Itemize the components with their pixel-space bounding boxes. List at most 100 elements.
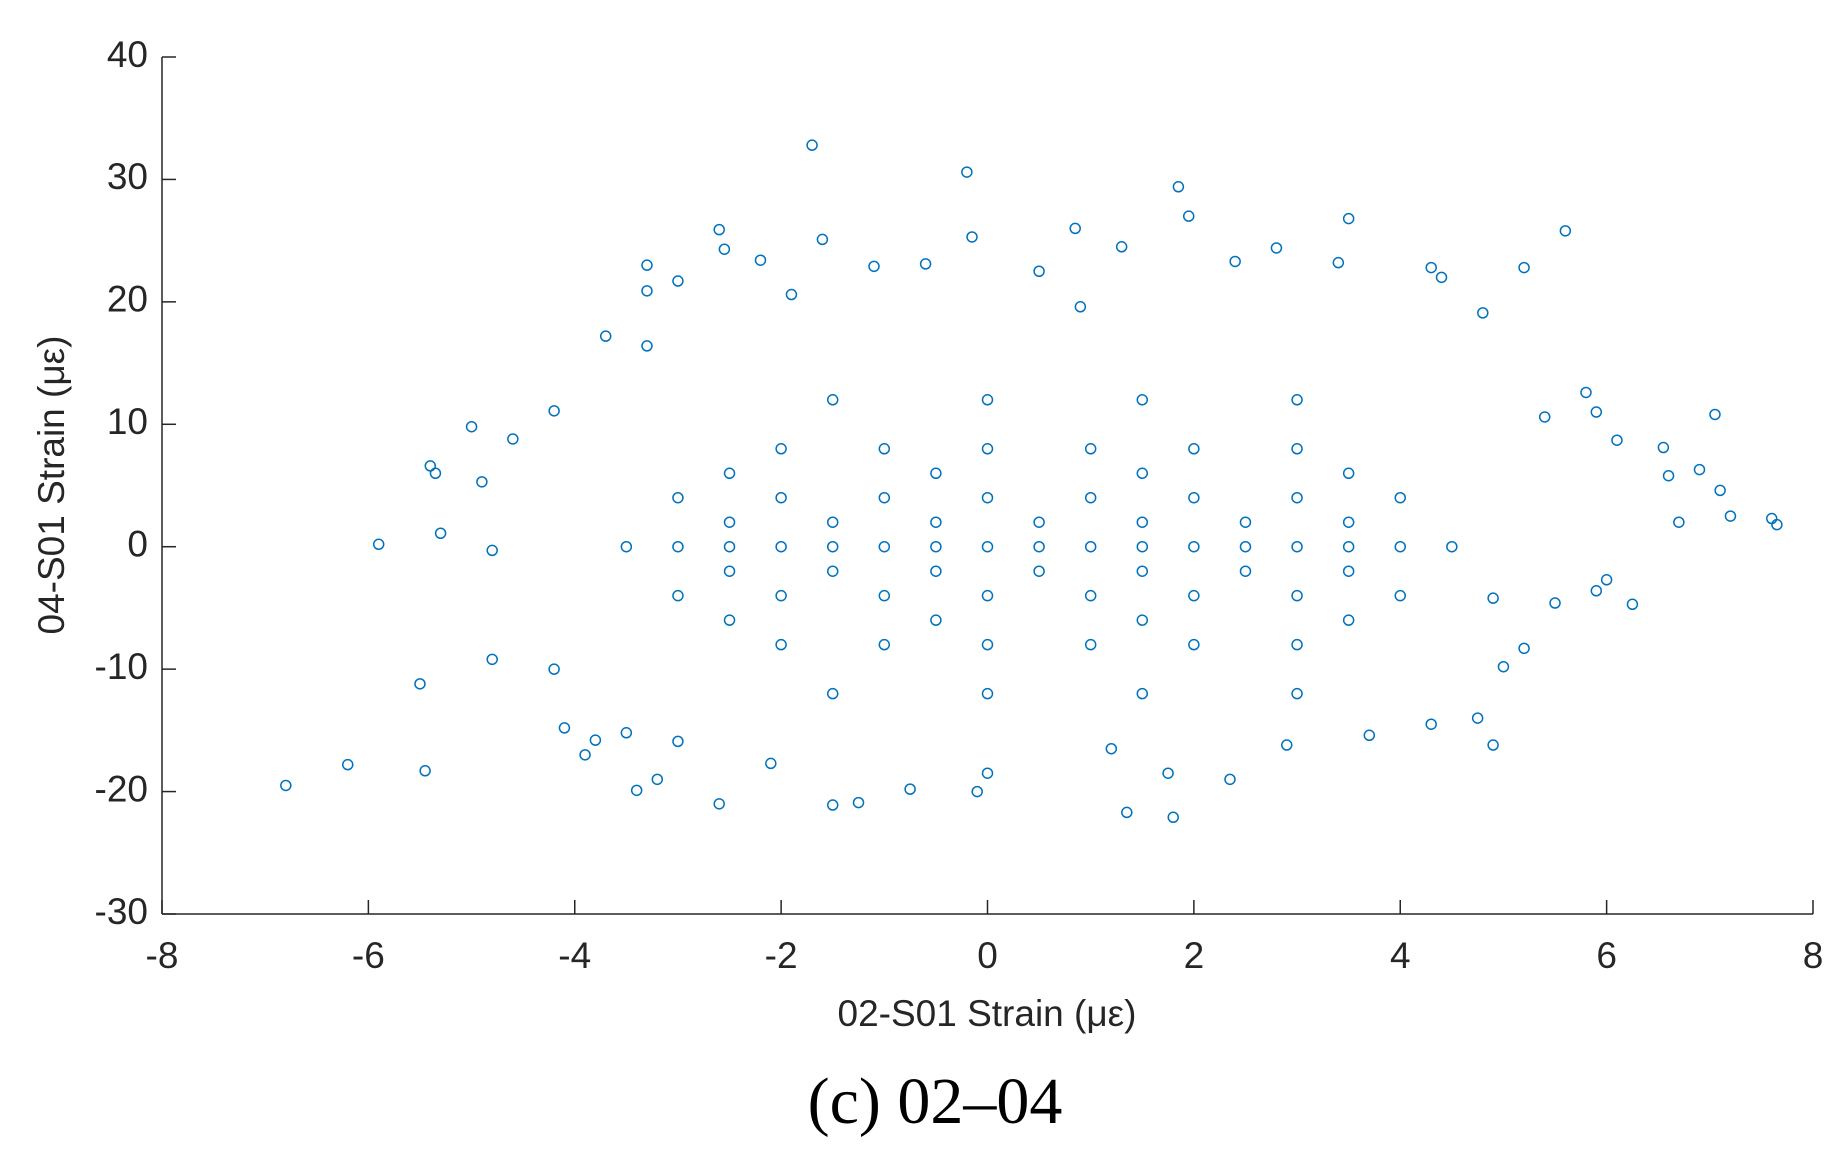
point bbox=[981, 767, 994, 779]
point bbox=[1069, 222, 1081, 235]
point bbox=[579, 749, 591, 761]
point bbox=[826, 565, 839, 577]
point bbox=[1291, 540, 1303, 553]
point bbox=[1662, 469, 1675, 482]
point bbox=[548, 663, 560, 675]
point bbox=[1136, 614, 1149, 626]
point bbox=[620, 727, 633, 739]
point bbox=[1136, 394, 1149, 406]
point bbox=[806, 139, 818, 151]
point bbox=[1549, 597, 1561, 609]
point bbox=[1291, 394, 1303, 406]
point bbox=[1188, 589, 1200, 602]
point bbox=[981, 687, 994, 700]
x-tick-label: -8 bbox=[146, 935, 179, 976]
point bbox=[599, 330, 612, 342]
point bbox=[826, 799, 839, 811]
point bbox=[620, 540, 633, 553]
point bbox=[713, 223, 725, 236]
point bbox=[1342, 467, 1355, 480]
point bbox=[904, 783, 916, 795]
point bbox=[1136, 516, 1149, 528]
point bbox=[723, 565, 736, 577]
point bbox=[1590, 406, 1603, 418]
point bbox=[641, 285, 653, 297]
point bbox=[878, 540, 891, 553]
x-tick-label: 4 bbox=[1390, 935, 1411, 976]
point bbox=[981, 491, 994, 504]
point bbox=[1291, 687, 1303, 700]
point bbox=[930, 540, 942, 553]
point bbox=[672, 540, 684, 553]
point bbox=[754, 254, 767, 266]
point bbox=[1518, 642, 1530, 655]
x-tick-label: -6 bbox=[352, 935, 385, 976]
point bbox=[424, 460, 437, 472]
point bbox=[1033, 565, 1045, 577]
point bbox=[465, 420, 478, 433]
point bbox=[1033, 265, 1045, 277]
y-tick-label: 20 bbox=[107, 279, 148, 320]
point bbox=[672, 491, 684, 504]
point bbox=[1224, 773, 1236, 786]
y-tick-label: -20 bbox=[95, 768, 148, 809]
point bbox=[1626, 598, 1639, 611]
point bbox=[852, 796, 865, 809]
point bbox=[1291, 638, 1303, 651]
point bbox=[1270, 242, 1283, 254]
point bbox=[1611, 434, 1623, 446]
point bbox=[1394, 540, 1406, 553]
point bbox=[1084, 443, 1097, 455]
point bbox=[1559, 225, 1572, 237]
point bbox=[1172, 181, 1185, 193]
point bbox=[1342, 212, 1355, 225]
point bbox=[1239, 565, 1252, 577]
point bbox=[1724, 510, 1737, 522]
point bbox=[1342, 565, 1355, 577]
x-tick-label: -4 bbox=[558, 935, 591, 976]
point bbox=[1497, 660, 1510, 673]
point bbox=[1363, 729, 1376, 742]
point bbox=[1188, 443, 1200, 455]
point bbox=[476, 476, 488, 488]
caption: (c) 02–04 bbox=[808, 1065, 1063, 1138]
point bbox=[966, 231, 978, 243]
point bbox=[641, 340, 653, 352]
point bbox=[981, 589, 994, 602]
point bbox=[1425, 261, 1437, 274]
point bbox=[1714, 484, 1726, 497]
point bbox=[1136, 565, 1149, 577]
point bbox=[1121, 806, 1133, 819]
point bbox=[1600, 574, 1613, 586]
point bbox=[878, 638, 891, 651]
point bbox=[1487, 739, 1499, 751]
point bbox=[1693, 463, 1706, 476]
point bbox=[672, 275, 684, 287]
point bbox=[1538, 411, 1551, 423]
point bbox=[1033, 540, 1045, 553]
y-tick-label: 10 bbox=[107, 401, 148, 442]
point bbox=[919, 258, 932, 270]
y-tick-label: 30 bbox=[107, 156, 148, 197]
y-tick-label: -10 bbox=[95, 646, 148, 687]
point bbox=[1342, 540, 1355, 553]
point bbox=[1446, 540, 1458, 553]
point bbox=[1239, 516, 1252, 528]
point bbox=[1765, 512, 1778, 525]
point bbox=[372, 538, 385, 551]
point bbox=[723, 467, 736, 480]
point bbox=[1342, 614, 1355, 626]
point bbox=[280, 779, 292, 792]
point bbox=[775, 589, 787, 602]
point bbox=[816, 233, 829, 246]
y-tick-label: -30 bbox=[95, 891, 148, 932]
point bbox=[1291, 443, 1303, 455]
point bbox=[630, 784, 643, 797]
point bbox=[961, 166, 973, 178]
point bbox=[1167, 811, 1179, 824]
point bbox=[1084, 589, 1097, 602]
point bbox=[1188, 540, 1200, 553]
point bbox=[486, 544, 498, 557]
point bbox=[930, 516, 942, 528]
point bbox=[429, 467, 442, 480]
